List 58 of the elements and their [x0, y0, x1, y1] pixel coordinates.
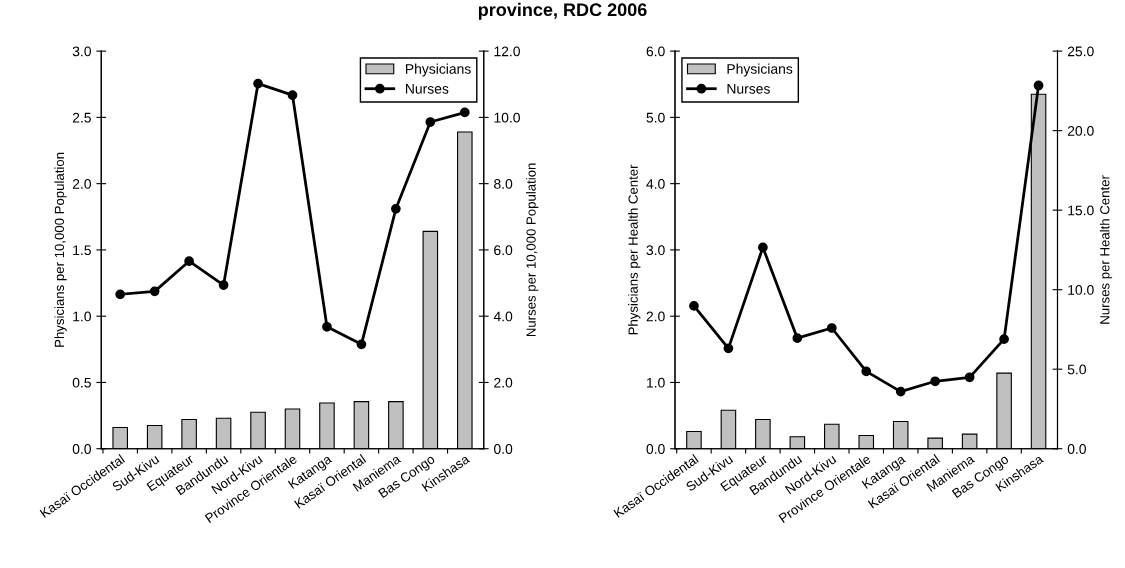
point [964, 372, 975, 383]
y-tick-label: 0.0 [646, 444, 665, 454]
point [723, 343, 734, 354]
point [322, 321, 332, 332]
y2-tick-label: 5.0 [1067, 364, 1086, 375]
y-tick-label: 6.0 [646, 46, 665, 57]
y-tick-label: 3.0 [72, 46, 91, 57]
point [1033, 80, 1044, 91]
y-tick-label: 0.0 [72, 444, 91, 454]
y-axis-title: Physicians per Health Center [628, 164, 641, 335]
y-tick-label: 5.0 [646, 112, 665, 123]
y2-tick-label: 20.0 [1067, 125, 1094, 136]
y2-tick-label: 4.0 [493, 311, 513, 322]
point [115, 289, 126, 300]
legend-label: Nurses [406, 84, 449, 94]
point [184, 256, 194, 267]
legend-label: Nurses [727, 84, 770, 94]
y2-tick-label: 10.0 [1068, 285, 1094, 295]
y2-tick-label: 0.0 [1067, 444, 1086, 454]
y2-tick-label: 2.0 [494, 377, 513, 388]
y2-tick-label: 15.0 [1068, 205, 1094, 216]
y-tick-label: 1.0 [647, 377, 665, 388]
y-axis-title: Physicians per 10,000 Population [54, 152, 67, 347]
legend-label: Physicians [406, 63, 471, 77]
point [287, 90, 298, 101]
point [356, 339, 367, 350]
text: province, RDC 2006 [478, 2, 647, 20]
y-tick-label: 1.5 [73, 245, 91, 256]
point [425, 117, 436, 127]
point [895, 386, 906, 397]
y2-tick-label: 10.0 [494, 112, 520, 123]
y2-axis-title: Nurses per Health Center [1099, 175, 1113, 324]
y2-tick-label: 12.0 [494, 46, 520, 57]
y2-tick-label: 6.0 [494, 245, 513, 256]
point [861, 366, 872, 377]
y-tick-label: 3.0 [646, 245, 665, 256]
point [689, 301, 699, 311]
point [930, 376, 941, 387]
point [792, 333, 803, 344]
point [999, 334, 1009, 345]
legend-label: Physicians [727, 63, 793, 77]
point [391, 203, 401, 214]
y-tick-label: 1.0 [73, 311, 91, 322]
point [826, 323, 837, 333]
y-tick-label: 0.5 [72, 377, 91, 388]
y2-axis-title: Nurses per 10,000 Population [526, 163, 539, 337]
y-tick-label: 4.0 [646, 178, 665, 189]
y-tick-label: 2.5 [72, 112, 91, 123]
point [218, 280, 229, 290]
y2-tick-label: 0.0 [494, 444, 513, 454]
point [459, 107, 470, 118]
point [758, 242, 768, 253]
y2-tick-label: 25.0 [1067, 46, 1094, 57]
y-tick-label: 2.0 [646, 311, 665, 322]
y2-tick-label: 8.0 [494, 178, 513, 189]
point [253, 78, 263, 89]
y-tick-label: 2.0 [72, 178, 91, 189]
point [149, 286, 160, 297]
